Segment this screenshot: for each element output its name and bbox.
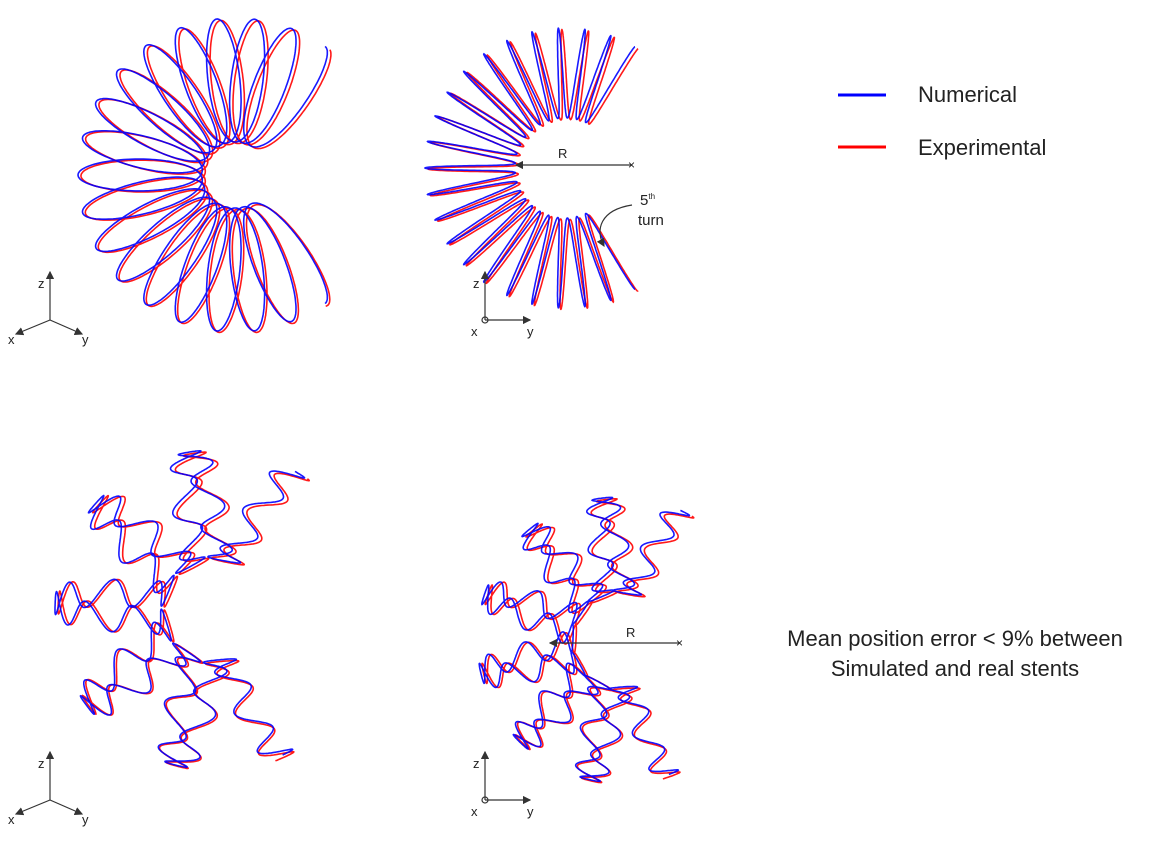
axis-label: z <box>38 756 45 771</box>
axis-label: x <box>8 812 15 827</box>
radius-label: R <box>558 146 567 161</box>
axis-label: x <box>471 804 478 819</box>
axis-arrow <box>16 320 50 334</box>
axis-label: z <box>473 756 480 771</box>
axis-label: y <box>527 324 534 339</box>
axis-label: z <box>473 276 480 291</box>
coil-line <box>55 451 305 768</box>
axis-arrow <box>50 800 82 814</box>
coil-line <box>479 497 689 781</box>
axis-label: y <box>82 332 89 347</box>
figure: zxyzxyzxyzxy Numerical Experimental × R … <box>0 0 1174 837</box>
coil-line <box>58 452 309 768</box>
axis-label: x <box>471 324 478 339</box>
turn-suffix: th <box>648 192 655 201</box>
axis-arrow <box>16 800 50 814</box>
cross: × <box>628 158 635 172</box>
turn-number: 5 <box>640 192 648 209</box>
cross: × <box>676 636 683 650</box>
axis-label: z <box>38 276 45 291</box>
turn-number: 5th <box>640 192 655 209</box>
axis-label: y <box>527 804 534 819</box>
legend-label: Numerical <box>918 82 1017 107</box>
legend-label: Experimental <box>918 135 1046 160</box>
note-line: Simulated and real stents <box>831 656 1079 681</box>
axis-arrow <box>50 320 82 334</box>
turn-word: turn <box>638 212 664 229</box>
axis-label: y <box>82 812 89 827</box>
radius-label: R <box>626 625 635 640</box>
note-line: Mean position error < 9% between <box>787 626 1123 651</box>
coil-drawings: z x y z x y z x y z x y <box>8 19 694 827</box>
axis-label: x <box>8 332 15 347</box>
